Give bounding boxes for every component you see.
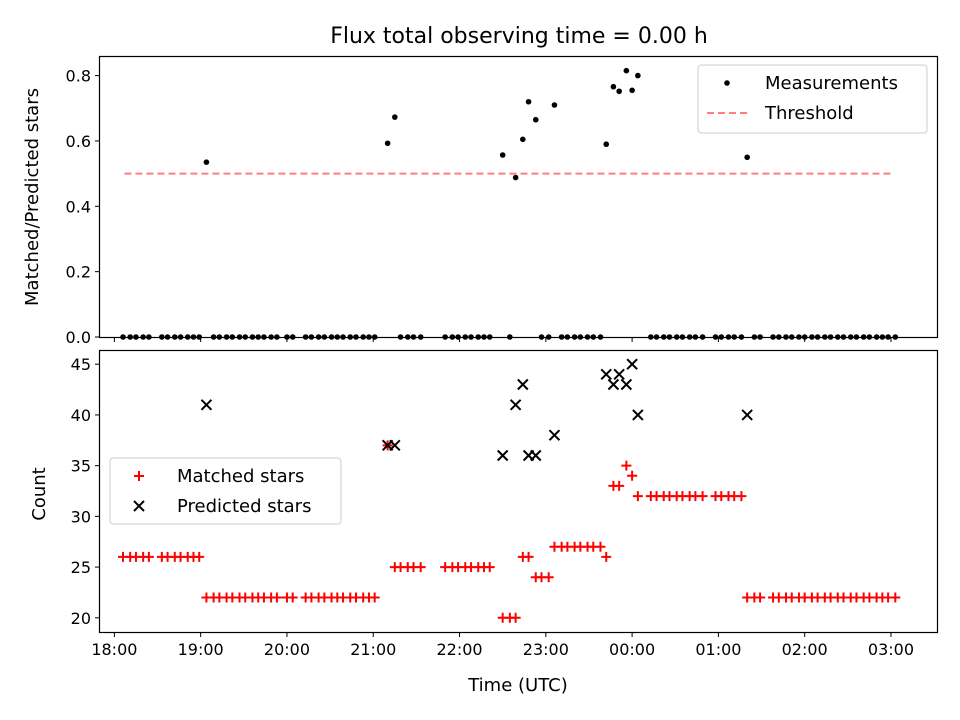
measurement-point bbox=[392, 114, 398, 120]
predicted-star-point bbox=[632, 409, 644, 421]
x-tick-label: 03:00 bbox=[868, 640, 914, 659]
measurement-point bbox=[635, 72, 641, 79]
measurement-point bbox=[603, 141, 610, 148]
legend-label: Matched stars bbox=[177, 466, 304, 487]
x-tick-label: 01:00 bbox=[695, 640, 741, 659]
y-tick-label: 0.4 bbox=[66, 197, 91, 216]
predicted-star-point bbox=[741, 409, 753, 421]
measurement-point bbox=[616, 88, 622, 95]
matched-star-point bbox=[736, 491, 747, 502]
bottom-axes-frame bbox=[98, 349, 939, 634]
matched-star-point bbox=[627, 470, 638, 481]
measurement-point bbox=[499, 152, 506, 158]
matched-star-point bbox=[287, 592, 298, 603]
predicted-star-point bbox=[200, 399, 213, 411]
predicted-star-point bbox=[620, 378, 633, 391]
y-tick-label: 0.6 bbox=[66, 132, 91, 151]
matched-star-point bbox=[697, 491, 708, 502]
legend-marker-predicted bbox=[133, 500, 145, 512]
measurement-point bbox=[532, 116, 539, 123]
measurement-point bbox=[512, 174, 519, 181]
top-plot-area bbox=[120, 67, 899, 340]
top-axes: 0.00.20.40.60.8 Matched/Predicted stars … bbox=[22, 55, 939, 347]
legend-marker-matched bbox=[134, 471, 144, 481]
y-tick-label: 20 bbox=[71, 609, 91, 628]
predicted-star-point bbox=[496, 449, 509, 462]
measurement-point bbox=[744, 154, 750, 161]
matched-star-point bbox=[510, 612, 521, 623]
top-axes-frame bbox=[98, 55, 939, 339]
legend-label: Threshold bbox=[764, 103, 854, 124]
x-tick-label: 19:00 bbox=[178, 640, 224, 659]
predicted-star-point bbox=[509, 399, 522, 411]
measurement-point bbox=[551, 102, 558, 108]
measurement-point bbox=[610, 83, 617, 90]
legend-frame bbox=[109, 457, 342, 525]
matched-star-point bbox=[271, 592, 282, 603]
matched-star-point bbox=[621, 460, 632, 471]
legend-marker-measurements bbox=[724, 80, 730, 86]
matched-star-point bbox=[484, 562, 495, 573]
legend-frame bbox=[697, 64, 928, 134]
bottom-ticks: 18:00 19:00 20:00 21:00 22:00 23:00 00:00 01:00… bbox=[71, 355, 914, 659]
figure-title: Flux total observing time = 0.00 h bbox=[330, 24, 708, 49]
matched-star-point bbox=[543, 572, 554, 583]
legend-label: Predicted stars bbox=[177, 496, 311, 517]
predicted-star-point bbox=[530, 449, 542, 462]
matched-star-point bbox=[143, 551, 154, 562]
predicted-star-point bbox=[389, 439, 401, 452]
y-tick-label: 25 bbox=[71, 558, 91, 577]
x-tick-label: 21:00 bbox=[350, 640, 396, 659]
predicted-star-point bbox=[613, 368, 625, 381]
top-ticks: 0.0 0.2 0.4 0.6 0.8 bbox=[66, 67, 892, 347]
measurement-point bbox=[203, 159, 210, 165]
matched-star-point bbox=[755, 592, 766, 603]
matched-star-point bbox=[601, 551, 612, 562]
measurement-point bbox=[525, 98, 532, 105]
bottom-axes: 18:00 19:00 20:00 21:00 22:00 23:00 00:00 01:00… bbox=[29, 349, 939, 696]
predicted-star-point bbox=[548, 429, 561, 441]
x-tick-label: 22:00 bbox=[436, 640, 482, 659]
matched-star-point bbox=[415, 562, 426, 573]
x-tick-label: 00:00 bbox=[609, 640, 655, 659]
matched-star-point bbox=[595, 541, 606, 552]
predicted-star-point bbox=[517, 378, 529, 391]
measurement-point bbox=[629, 87, 635, 94]
y-tick-label: 40 bbox=[71, 406, 91, 425]
measurement-point bbox=[384, 140, 391, 147]
top-legend: Measurements Threshold bbox=[697, 64, 928, 134]
x-tick-label: 23:00 bbox=[523, 640, 569, 659]
bottom-legend: Matched stars Predicted stars bbox=[109, 457, 342, 525]
x-tick-label: 18:00 bbox=[91, 640, 137, 659]
measurement-point bbox=[520, 136, 526, 143]
x-tick-label: 02:00 bbox=[782, 640, 828, 659]
top-y-axis-label: Matched/Predicted stars bbox=[22, 88, 43, 306]
matched-star-point bbox=[523, 551, 534, 562]
predicted-star-point bbox=[600, 368, 612, 381]
measurement-point bbox=[623, 67, 630, 74]
bottom-plot-area bbox=[118, 358, 901, 623]
predicted-star-point bbox=[626, 358, 638, 370]
matched-star-point bbox=[194, 551, 205, 562]
y-tick-label: 0.8 bbox=[66, 67, 91, 86]
legend-label: Measurements bbox=[765, 73, 898, 94]
x-tick-label: 20:00 bbox=[264, 640, 310, 659]
matched-star-point bbox=[614, 480, 625, 491]
y-tick-label: 0.0 bbox=[66, 328, 91, 347]
matched-star-point bbox=[369, 592, 380, 603]
predicted-star-point bbox=[607, 378, 620, 391]
y-tick-label: 0.2 bbox=[66, 263, 91, 282]
matched-star-point bbox=[632, 491, 643, 502]
bottom-x-axis-label: Time (UTC) bbox=[467, 675, 568, 696]
bottom-y-axis-label: Count bbox=[29, 467, 50, 520]
matched-star-point bbox=[890, 592, 901, 603]
y-tick-label: 45 bbox=[71, 355, 91, 374]
y-tick-label: 35 bbox=[71, 457, 91, 476]
y-tick-label: 30 bbox=[71, 507, 91, 526]
